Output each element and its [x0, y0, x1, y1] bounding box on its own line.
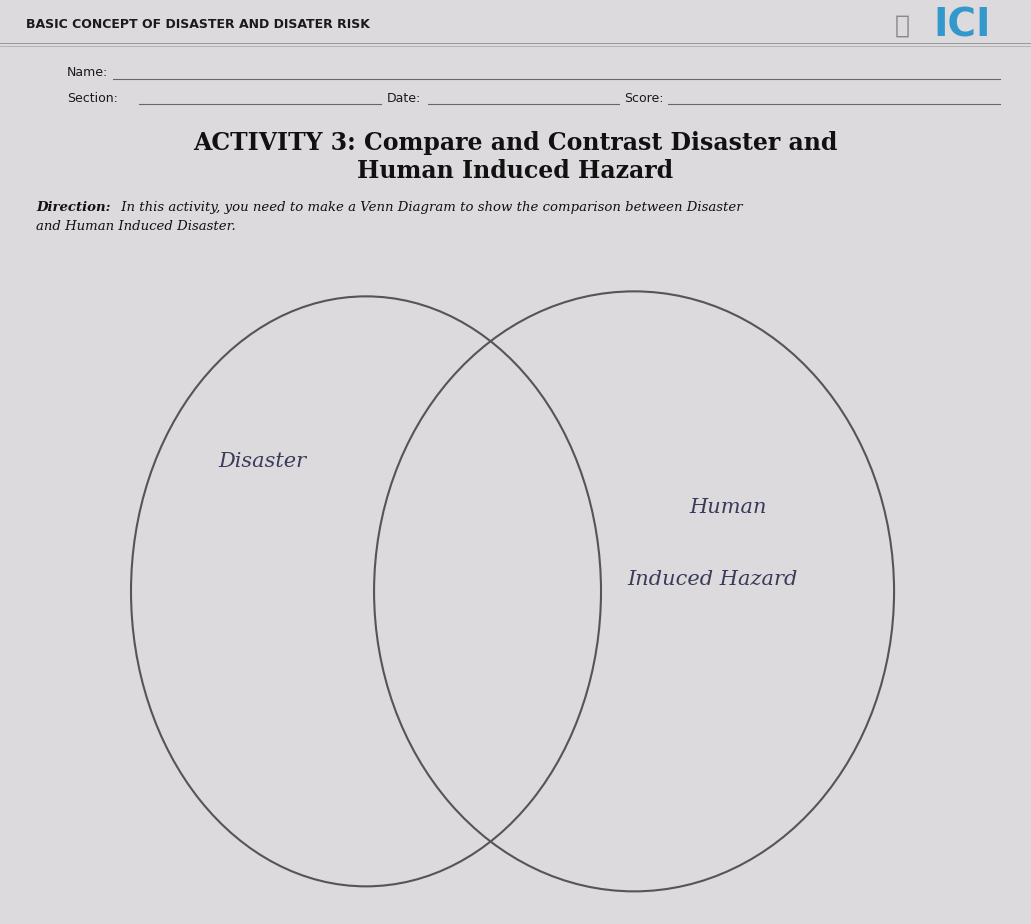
Text: Disaster: Disaster: [219, 452, 306, 471]
Text: In this activity, you need to make a Venn Diagram to show the comparison between: In this activity, you need to make a Ven…: [117, 201, 742, 214]
Text: Induced Hazard: Induced Hazard: [627, 570, 797, 589]
Text: ACTIVITY 3: Compare and Contrast Disaster and: ACTIVITY 3: Compare and Contrast Disaste…: [194, 131, 837, 155]
Text: Human: Human: [689, 498, 766, 517]
Text: Date:: Date:: [387, 92, 421, 105]
Text: Direction:: Direction:: [36, 201, 110, 214]
Text: ICI: ICI: [933, 6, 991, 45]
Text: Section:: Section:: [67, 92, 118, 105]
Text: 🧠: 🧠: [895, 14, 909, 38]
Text: Human Induced Hazard: Human Induced Hazard: [358, 159, 673, 183]
Text: and Human Induced Disaster.: and Human Induced Disaster.: [36, 220, 236, 233]
Text: Name:: Name:: [67, 66, 108, 79]
Text: Score:: Score:: [624, 92, 663, 105]
Text: BASIC CONCEPT OF DISASTER AND DISATER RISK: BASIC CONCEPT OF DISASTER AND DISATER RI…: [26, 18, 370, 31]
